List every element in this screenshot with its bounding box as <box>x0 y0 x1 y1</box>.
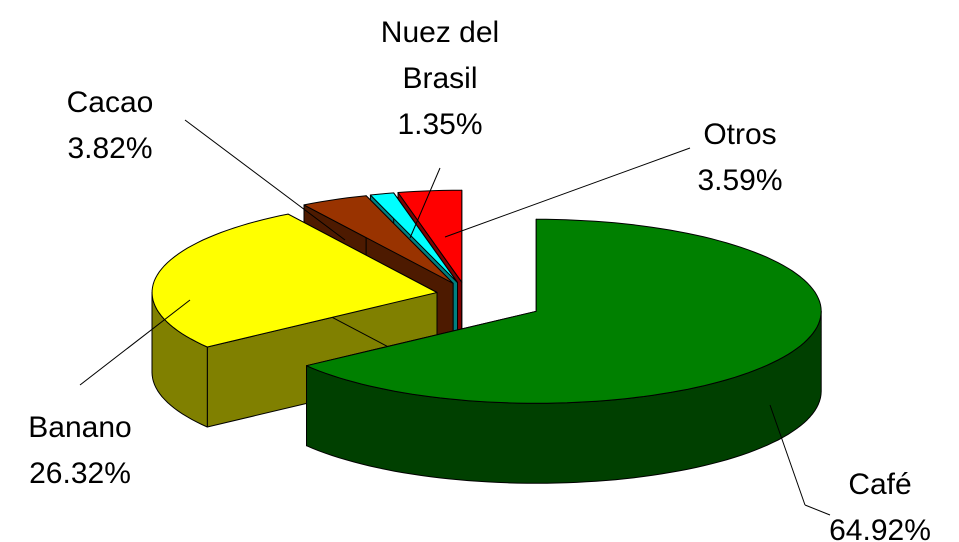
value-label: 3.82% <box>67 132 153 165</box>
data-label: Nuez del Brasil 1.35% <box>355 10 525 148</box>
leader-line <box>769 404 806 506</box>
data-label: Café 64.92% <box>795 462 959 542</box>
value-label: 1.35% <box>397 108 483 141</box>
slice-top <box>303 195 454 284</box>
category-label: Nuez del Brasil <box>380 16 500 95</box>
data-label: Banano 26.32% <box>0 405 165 497</box>
value-label: 64.92% <box>829 514 931 542</box>
slice-top <box>369 192 458 284</box>
category-label: Banano <box>28 411 132 444</box>
slice-top <box>306 218 822 404</box>
slice-top <box>151 213 438 348</box>
leader-line <box>409 167 441 239</box>
leader-line <box>79 299 191 386</box>
category-label: Café <box>848 468 912 501</box>
category-label: Cacao <box>66 86 154 119</box>
category-label: Otros <box>703 118 777 151</box>
data-label: Otros 3.59% <box>655 112 825 204</box>
data-label: Cacao 3.82% <box>25 80 195 172</box>
leader-line <box>184 119 346 241</box>
pie-slice <box>151 213 438 428</box>
leader-line <box>804 504 831 516</box>
value-label: 26.32% <box>29 457 131 490</box>
leader-line <box>444 147 691 238</box>
value-label: 3.59% <box>697 164 783 197</box>
pie-slice <box>306 218 822 484</box>
